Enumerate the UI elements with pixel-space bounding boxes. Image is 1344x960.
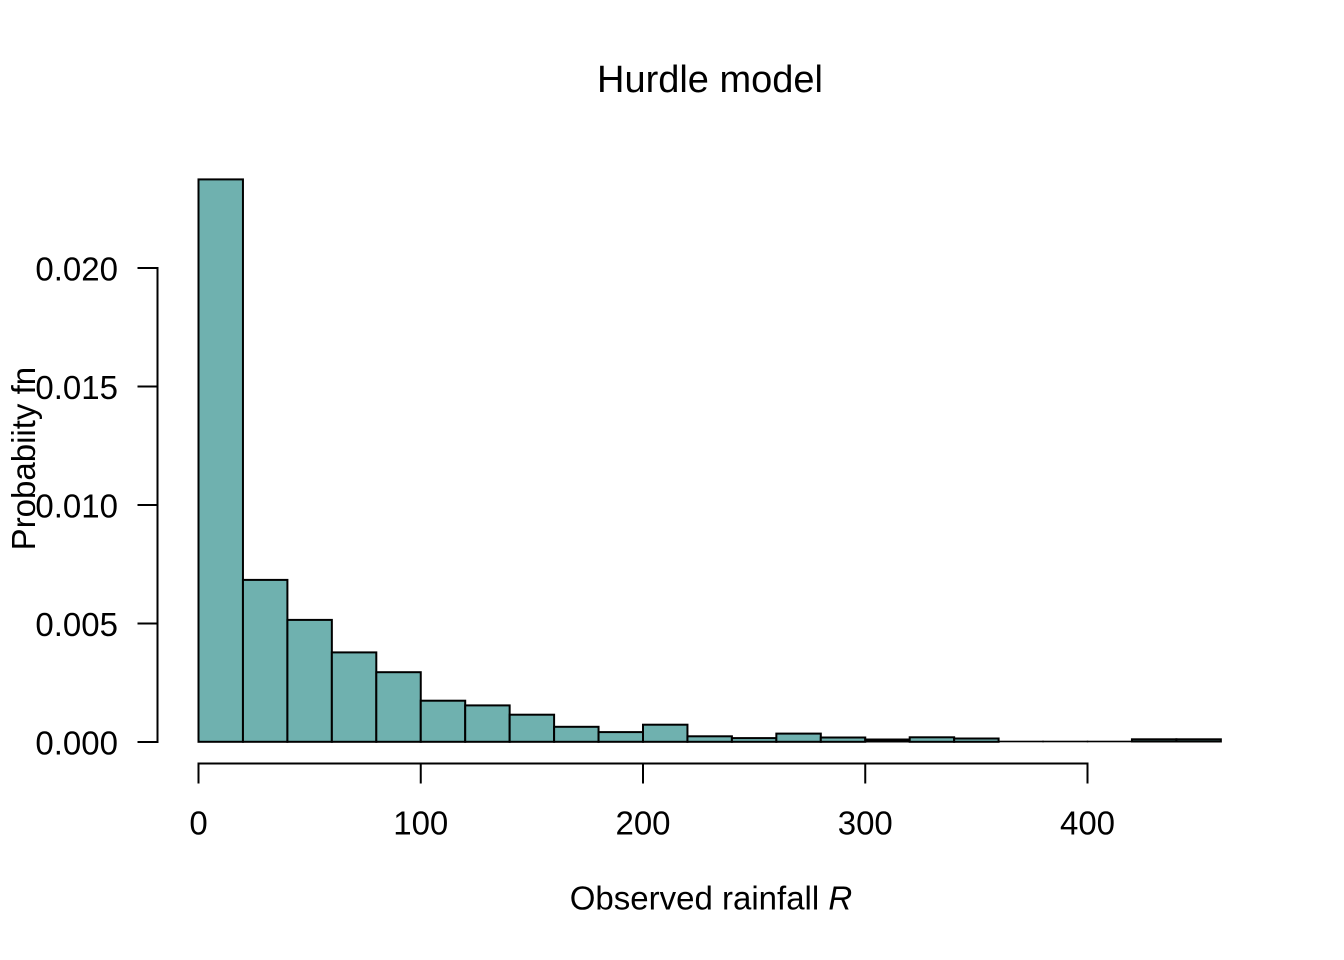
svg-text:0.020: 0.020 (35, 251, 118, 288)
svg-text:100: 100 (393, 805, 448, 842)
svg-text:0: 0 (189, 805, 207, 842)
svg-text:Probabiity fn: Probabiity fn (5, 367, 42, 550)
svg-text:Hurdle model: Hurdle model (597, 59, 823, 101)
svg-text:0.015: 0.015 (35, 369, 118, 406)
svg-text:200: 200 (615, 805, 670, 842)
svg-text:0.005: 0.005 (35, 606, 118, 643)
svg-text:400: 400 (1060, 805, 1115, 842)
svg-text:0.000: 0.000 (35, 725, 118, 762)
svg-text:Observed rainfall R: Observed rainfall R (570, 880, 852, 917)
svg-text:0.010: 0.010 (35, 488, 118, 525)
svg-text:300: 300 (838, 805, 893, 842)
